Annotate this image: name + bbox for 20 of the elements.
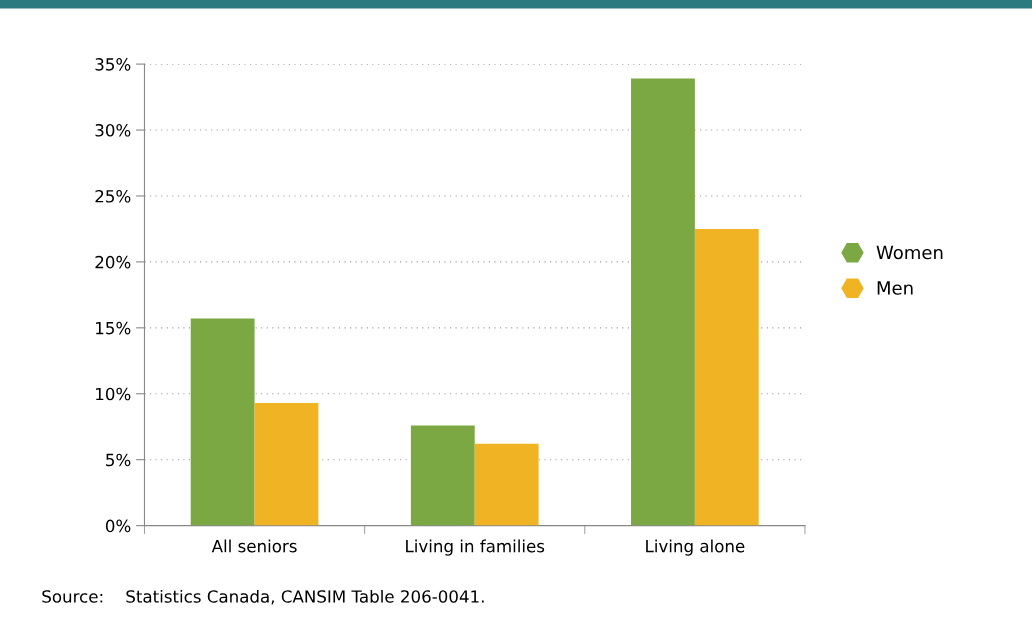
y-tick-label: 20% [95,255,131,269]
x-tick-label: Living alone [646,539,745,556]
y-tick-label: 15% [96,321,131,335]
y-tick-label: 0% [105,519,131,533]
bar [410,425,475,526]
y-tick-label: 10% [96,387,131,401]
bar [190,318,255,526]
y-tick-label: 30% [95,123,131,137]
x-tick-label: Living in families [406,539,545,556]
x-tick-label: All seniors [211,539,297,553]
bar [474,443,539,526]
y-tick-label: 35% [95,58,131,71]
bar [254,402,319,526]
y-tick-label: 5% [106,453,131,467]
bar [694,228,759,526]
legend-label: Men [877,281,913,295]
legend-label: Women [876,245,943,260]
bar [631,78,695,526]
source-note: Source: Statistics Canada, CANSIM Table 206-0041. [42,589,484,605]
y-tick-label: 25% [95,189,131,203]
